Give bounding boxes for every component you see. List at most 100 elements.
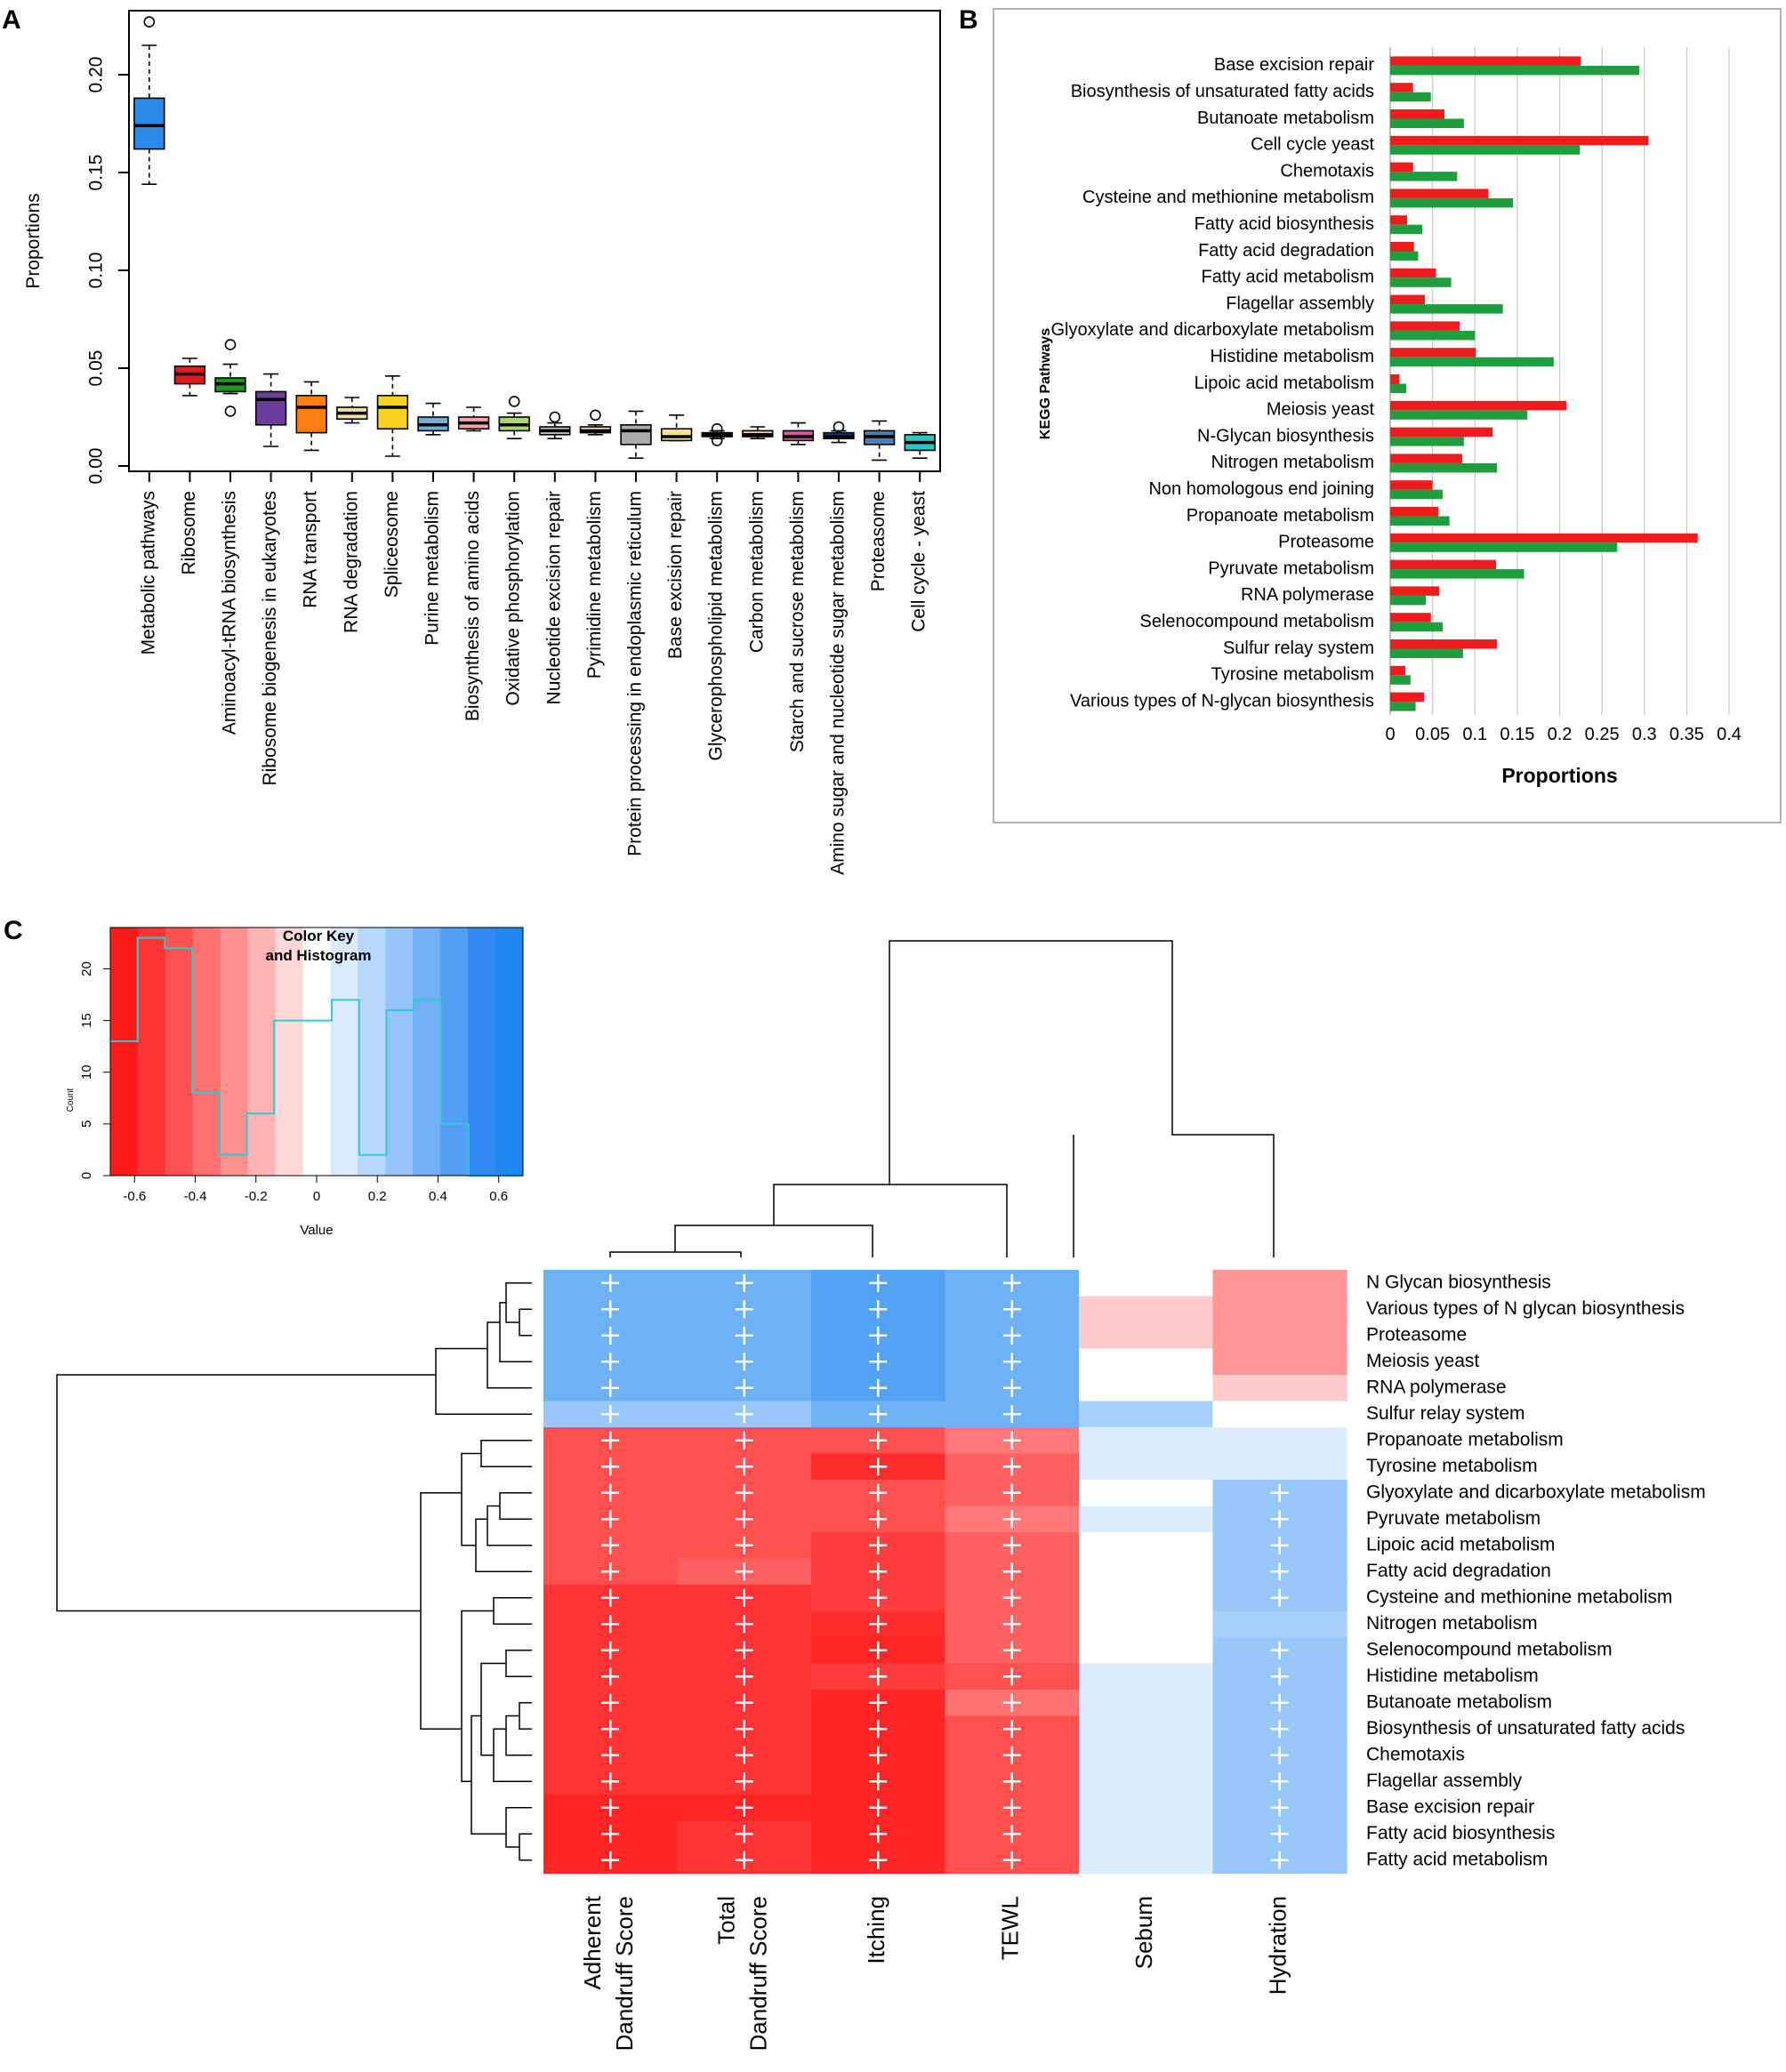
heatmap-cell [1212,1610,1348,1638]
significance-mark [601,1458,620,1476]
significance-mark [869,1273,888,1292]
color-key-swatch [330,928,358,1176]
x-tick-label: 0.05 [1415,725,1450,744]
outlier-point [224,339,237,350]
bar-green [1390,489,1444,500]
heatmap-cell [1079,1663,1214,1691]
row-label: Cysteine and methionine metabolism [1366,1586,1672,1607]
significance-mark [869,1378,888,1397]
bar-green [1390,383,1407,393]
significance-mark [1270,1772,1289,1791]
significance-mark [1002,1641,1021,1659]
column-label: Hydration [1265,1896,1291,1995]
significance-mark [601,1851,620,1869]
heatmap-cell [1079,1506,1214,1533]
box-iqr [133,97,165,150]
significance-mark [735,1851,753,1869]
box-18 [823,421,855,444]
significance-mark [601,1510,620,1529]
x-tick-label: 0.3 [1632,725,1657,744]
significance-mark [1002,1300,1021,1319]
bar-red [1390,321,1460,331]
significance-mark [735,1326,753,1345]
heatmap-cell [1212,1401,1348,1428]
significance-mark [735,1693,753,1712]
heatmap-cell [1212,1348,1348,1376]
outlier-point [711,435,723,446]
significance-mark [601,1536,620,1554]
significance-mark [1002,1536,1021,1554]
significance-mark [869,1483,888,1502]
significance-mark [869,1405,888,1424]
color-key-swatch [302,928,331,1176]
significance-mark [601,1615,620,1634]
x-tick-label: Metabolic pathways [138,491,158,655]
significance-mark [1270,1667,1289,1686]
category-label: Butanoate metabolism [1197,108,1374,128]
significance-mark [1002,1825,1021,1843]
significance-mark [1002,1588,1021,1607]
significance-mark [735,1562,753,1581]
significance-mark [1270,1798,1289,1817]
column-label: Dandruff Score [745,1896,772,2051]
x-tick-label: RNA transport [301,491,321,608]
row-dendrogram [56,1282,532,1861]
row-label: Various types of N glycan biosynthesis [1366,1298,1685,1319]
box-8 [417,402,449,436]
bar-green [1390,702,1416,711]
color-key-swatch [110,928,139,1176]
significance-mark [869,1746,888,1764]
heatmap-cell [1079,1585,1214,1612]
bar-green [1390,357,1554,367]
heatmap-cell [1212,1322,1348,1350]
color-key-y-tick-label: 15 [79,1013,94,1028]
bar-green [1390,65,1640,76]
color-key-x-tick-label: 0.6 [489,1189,508,1204]
significance-mark [735,1720,753,1739]
box-3 [214,339,246,417]
row-label: Biosynthesis of unsaturated fatty acids [1366,1718,1685,1739]
heatmap-cell [1079,1690,1214,1717]
color-key-x-tick-label: 0 [313,1189,320,1204]
significance-mark [1270,1483,1289,1502]
x-tick-label: 0 [1385,725,1395,744]
heatmap-cell [1079,1480,1214,1507]
box-1 [133,16,165,185]
x-tick-label: Proteasome [868,491,889,591]
significance-mark [735,1300,753,1319]
category-label: Fatty acid metabolism [1201,268,1374,287]
significance-mark [869,1667,888,1686]
box-10 [498,396,530,440]
box-6 [336,397,368,424]
bar-red [1390,665,1406,676]
row-label: Histidine metabolism [1366,1666,1539,1686]
box-20 [904,431,936,460]
row-label: Chemotaxis [1366,1744,1465,1764]
column-label: Total [713,1896,740,1945]
significance-mark [735,1667,753,1686]
color-key-swatch [192,928,221,1176]
significance-mark [735,1772,753,1791]
bar-green [1390,197,1514,208]
heatmap-cell [1079,1296,1214,1323]
significance-mark [735,1405,753,1424]
bar-red [1390,507,1439,517]
significance-mark [601,1378,620,1397]
heatmap-cell [1212,1375,1348,1402]
category-label: RNA polymerase [1241,585,1374,605]
category-label: Glyoxylate and dicarboxylate metabolism [1050,320,1374,340]
box-16 [742,426,774,440]
significance-mark [735,1510,753,1529]
category-label: N-Glycan biosynthesis [1197,426,1374,446]
row-label: Base excision repair [1366,1796,1534,1817]
x-tick-label: Ribosome [179,491,199,575]
x-tick-label: 0.25 [1585,725,1620,744]
box-15 [701,422,733,446]
column-label: Adherent [579,1895,606,1989]
significance-mark [1270,1510,1289,1529]
significance-mark [1002,1458,1021,1476]
box-17 [782,422,815,446]
significance-mark [735,1431,753,1450]
category-label: Cell cycle yeast [1251,135,1374,155]
significance-mark [735,1536,753,1554]
